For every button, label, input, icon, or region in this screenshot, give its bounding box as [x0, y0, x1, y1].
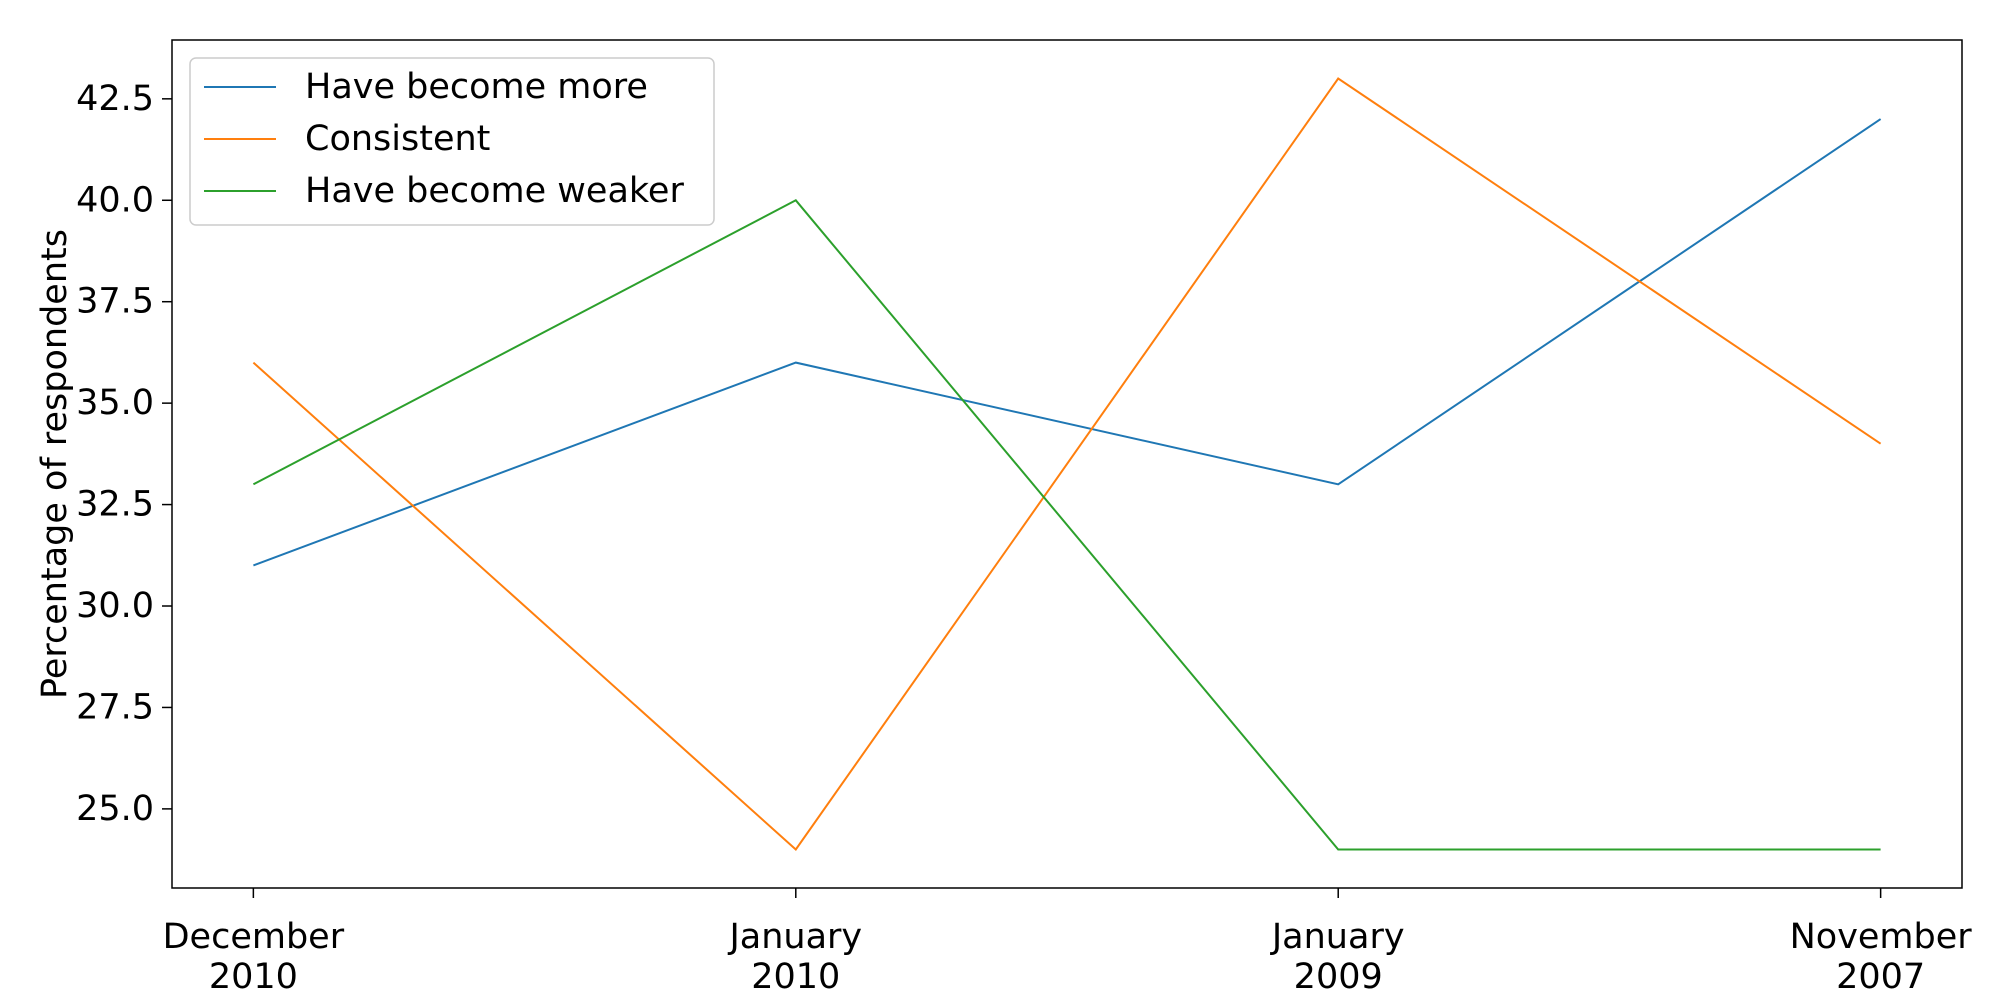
- x-tick-label: January 2009: [1270, 917, 1405, 997]
- series-line-consistent: [252, 77, 1882, 851]
- y-tick-label: 37.5: [76, 282, 154, 322]
- x-tick-label-line: November: [1790, 917, 1973, 957]
- y-axis-label: Percentage of respondents: [35, 229, 75, 699]
- y-tick-label: 30.0: [76, 586, 154, 626]
- plot-frame: [171, 39, 1963, 889]
- x-tick-label-line: 2010: [209, 957, 298, 997]
- y-tick-label: 32.5: [76, 485, 154, 525]
- x-tick-label-line: 2009: [1294, 957, 1383, 997]
- y-tick-label: 42.5: [76, 79, 154, 119]
- legend-label: Have become more: [305, 67, 648, 107]
- x-tick-label-line: 2007: [1836, 957, 1925, 997]
- legend: Have become more Consistent Have become we…: [189, 57, 715, 226]
- x-tick-label: November 2007: [1790, 917, 1973, 997]
- legend-label: Have become weaker: [305, 171, 684, 211]
- legend-label: Consistent: [305, 119, 490, 159]
- x-tick-label: January 2010: [727, 917, 862, 997]
- y-axis-ticks: 25.0 27.5 30.0 32.5 35.0 37.5 40.0 42.5: [76, 79, 172, 829]
- y-tick-label: 35.0: [76, 383, 154, 423]
- x-tick-label: December 2010: [163, 917, 345, 997]
- x-tick-label-line: January: [1270, 917, 1405, 957]
- y-tick-label: 40.0: [76, 180, 154, 220]
- y-tick-label: 27.5: [76, 687, 154, 727]
- series-lines: [252, 77, 1882, 851]
- series-line-have-become-more: [253, 118, 1882, 567]
- x-tick-label-line: January: [727, 917, 862, 957]
- y-tick-label: 25.0: [76, 789, 154, 829]
- legend-box: [189, 57, 715, 226]
- x-tick-label-line: December: [163, 917, 345, 957]
- x-tick-label-line: 2010: [751, 957, 840, 997]
- series-line-have-become-weaker: [252, 199, 1881, 851]
